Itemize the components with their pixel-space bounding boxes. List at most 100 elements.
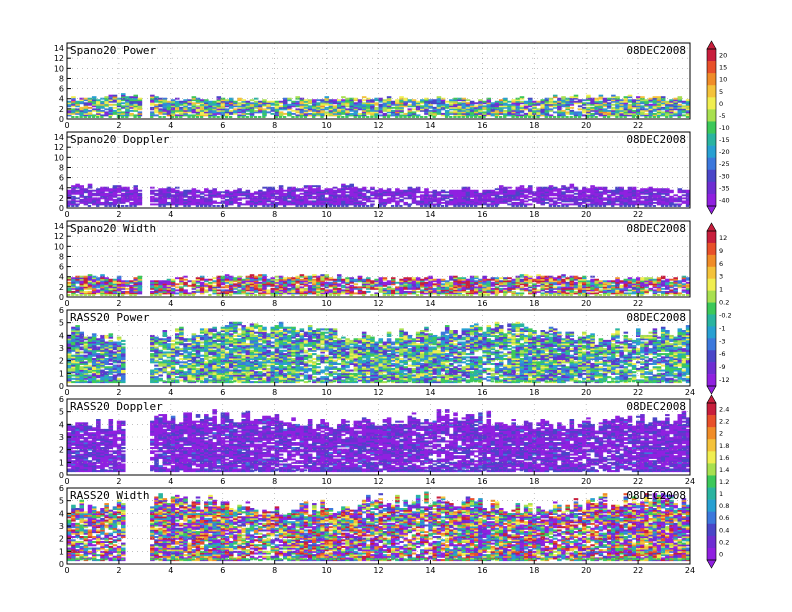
heatmap-cell: [154, 293, 158, 296]
heatmap-cell: [374, 111, 379, 114]
heatmap-cell: [573, 201, 579, 204]
heatmap-cell: [336, 105, 342, 108]
heatmap-cell: [295, 281, 300, 284]
heatmap-cell: [282, 287, 288, 290]
heatmap-cell: [150, 283, 155, 286]
heatmap-cell: [681, 290, 687, 293]
heatmap-cell: [274, 191, 280, 194]
heatmap-cell: [295, 108, 300, 111]
heatmap-cell: [594, 103, 600, 106]
heatmap-cell: [528, 186, 533, 189]
heatmap-cell: [162, 198, 168, 201]
heatmap-cell: [615, 191, 620, 194]
heatmap-cell: [253, 105, 259, 108]
heatmap-cell: [249, 198, 255, 201]
heatmap-cell: [278, 189, 284, 192]
heatmap-cell: [183, 283, 188, 286]
heatmap-cell: [399, 200, 404, 203]
heatmap-cell: [150, 111, 155, 114]
heatmap-cell: [382, 109, 388, 112]
heatmap-cell: [91, 201, 97, 204]
heatmap-cell: [324, 106, 330, 109]
heatmap-cell: [660, 287, 666, 290]
heatmap-cell: [299, 286, 305, 289]
heatmap-cell: [548, 284, 554, 287]
heatmap-cell: [228, 201, 234, 204]
heatmap-cell: [170, 203, 176, 206]
heatmap-cell: [673, 105, 678, 108]
heatmap-cell: [104, 277, 109, 280]
heatmap-cell: [511, 111, 516, 114]
heatmap-cell: [623, 203, 629, 206]
heatmap-cell: [216, 281, 222, 284]
heatmap-cell: [195, 198, 201, 201]
heatmap-cell: [395, 191, 400, 194]
heatmap-cell: [478, 198, 483, 201]
heatmap-cell: [282, 102, 288, 105]
heatmap-cell: [67, 344, 72, 347]
heatmap-cell: [345, 283, 350, 286]
heatmap-cell: [544, 194, 550, 197]
heatmap-cell: [424, 105, 429, 108]
heatmap-cell: [199, 286, 205, 289]
heatmap-cell: [528, 112, 533, 115]
heatmap-cell: [395, 114, 400, 117]
heatmap-cell: [494, 283, 500, 286]
heatmap-cell: [602, 111, 608, 114]
heatmap-cell: [395, 200, 400, 203]
heatmap-cell: [208, 198, 213, 201]
heatmap-cell: [179, 281, 184, 284]
heatmap-cell: [366, 111, 371, 114]
heatmap-cell: [636, 277, 641, 280]
heatmap-cell: [395, 204, 399, 207]
heatmap-cell: [150, 281, 155, 284]
heatmap-cell: [357, 194, 363, 197]
heatmap-cell: [494, 198, 500, 201]
heatmap-cell: [565, 99, 570, 102]
heatmap-cell: [191, 96, 197, 99]
heatmap-cell: [262, 290, 267, 293]
heatmap-cell: [349, 99, 354, 102]
heatmap-cell: [179, 277, 184, 280]
heatmap-cell: [432, 192, 438, 195]
heatmap-cell: [386, 106, 392, 109]
heatmap-cell: [258, 108, 263, 111]
heatmap-cell: [606, 283, 612, 286]
heatmap-cell: [282, 286, 288, 289]
heatmap-cell: [444, 289, 450, 292]
heatmap-cell: [382, 191, 388, 194]
heatmap-cell: [71, 278, 76, 281]
heatmap-cell: [498, 102, 504, 105]
heatmap-cell: [515, 103, 521, 106]
panel-date: 08DEC2008: [626, 133, 686, 146]
heatmap-cell: [548, 189, 554, 192]
heatmap-cell: [582, 277, 587, 280]
heatmap-cell: [444, 105, 450, 108]
heatmap-cell: [465, 195, 471, 198]
heatmap-cell: [519, 188, 525, 191]
heatmap-cell: [548, 191, 554, 194]
heatmap-cell: [154, 286, 159, 289]
heatmap-cell: [282, 284, 288, 287]
heatmap-cell: [673, 278, 678, 281]
heatmap-cell: [287, 106, 292, 109]
heatmap-cell: [544, 278, 550, 281]
heatmap-cell: [312, 292, 317, 295]
heatmap-cell: [594, 191, 600, 194]
heatmap-cell: [299, 203, 305, 206]
heatmap-cell: [486, 189, 492, 192]
heatmap-cell: [183, 278, 188, 281]
heatmap-cell: [457, 277, 462, 280]
heatmap-cell: [179, 195, 184, 198]
heatmap-cell: [71, 277, 76, 280]
heatmap-cell: [606, 97, 612, 100]
heatmap-cell: [67, 278, 72, 281]
heatmap-cell: [453, 292, 458, 295]
heatmap-cell: [79, 290, 85, 293]
heatmap-cell: [87, 102, 93, 105]
heatmap-cell: [590, 189, 595, 192]
heatmap-cell: [665, 293, 669, 296]
heatmap-cell: [137, 203, 143, 206]
heatmap-cell: [515, 189, 521, 192]
